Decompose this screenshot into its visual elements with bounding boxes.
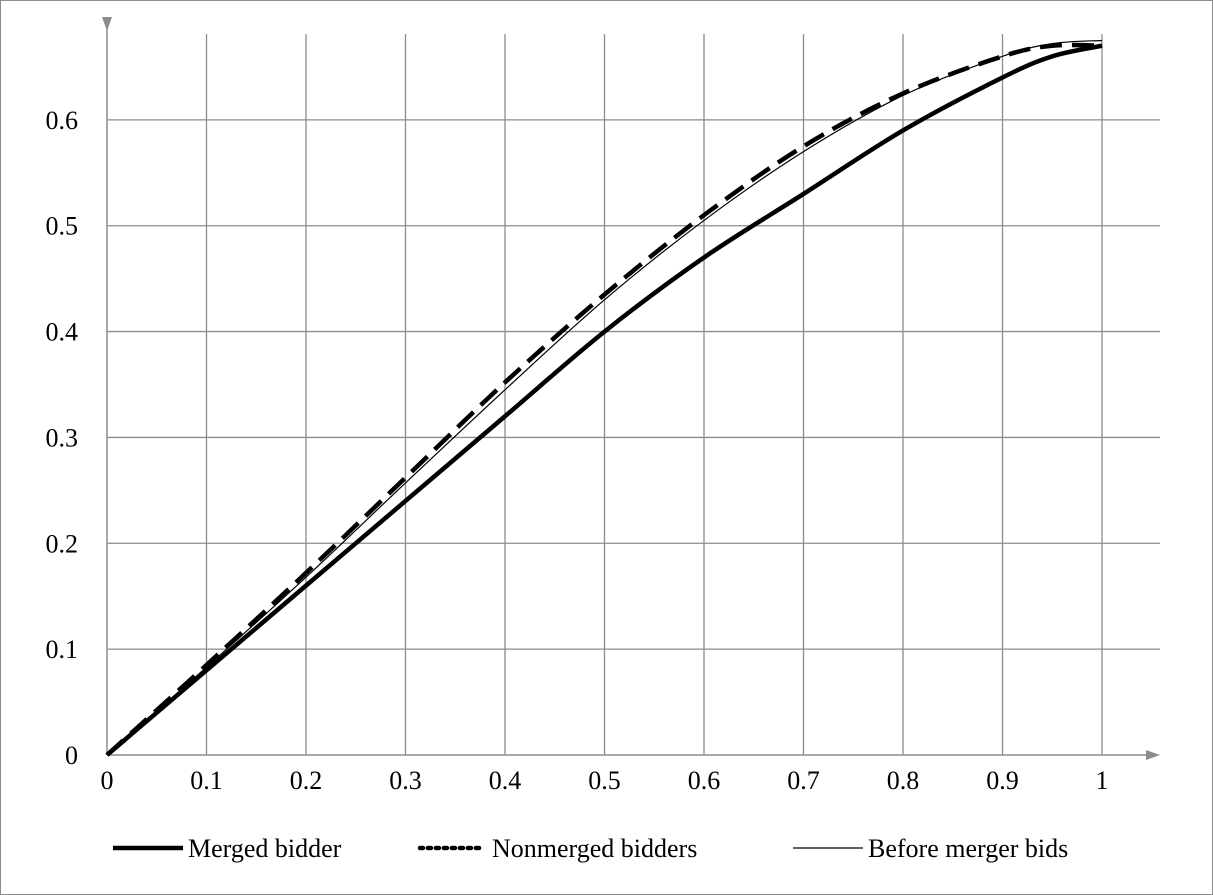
series-line-merged-bidder bbox=[105, 43, 1103, 757]
legend: Merged bidder Nonmerged bidders Before mer… bbox=[113, 834, 1068, 863]
y-tick-label: 0.1 bbox=[46, 635, 79, 664]
x-tick-label: 0.2 bbox=[290, 766, 323, 795]
x-tick-label: 0 bbox=[101, 766, 114, 795]
x-tick-label: 0.9 bbox=[986, 766, 1019, 795]
y-tick-label: 0.5 bbox=[46, 212, 79, 241]
x-tick-label: 0.1 bbox=[190, 766, 223, 795]
y-tick-label: 0.6 bbox=[46, 106, 79, 135]
axes bbox=[102, 17, 1160, 760]
y-axis-arrow-icon bbox=[102, 17, 112, 31]
legend-label-merged-bidder: Merged bidder bbox=[188, 834, 342, 863]
y-tick-label: 0.2 bbox=[46, 529, 79, 558]
series-line-nonmerged-bidders bbox=[105, 42, 1103, 757]
x-tick-label: 0.6 bbox=[688, 766, 721, 795]
y-tick-label: 0.3 bbox=[46, 423, 79, 452]
series-lines bbox=[105, 39, 1103, 757]
y-tick-label: 0 bbox=[65, 741, 78, 770]
tick-labels: 0 0.1 0.2 0.3 0.4 0.5 0.6 0.7 0.8 0.9 1 0 0.1 0.2 0.3 0… bbox=[46, 106, 1109, 795]
x-tick-label: 0.8 bbox=[887, 766, 920, 795]
x-tick-label: 0.4 bbox=[489, 766, 522, 795]
y-tick-label: 0.4 bbox=[46, 318, 79, 347]
legend-label-before-merger-bids: Before merger bids bbox=[868, 834, 1068, 863]
x-tick-label: 0.3 bbox=[389, 766, 422, 795]
grid bbox=[107, 34, 1160, 755]
x-tick-label: 0.5 bbox=[588, 766, 621, 795]
x-axis-arrow-icon bbox=[1146, 750, 1160, 760]
x-tick-label: 0.7 bbox=[787, 766, 820, 795]
x-tick-label: 1 bbox=[1096, 766, 1109, 795]
legend-label-nonmerged-bidders: Nonmerged bidders bbox=[492, 834, 697, 863]
